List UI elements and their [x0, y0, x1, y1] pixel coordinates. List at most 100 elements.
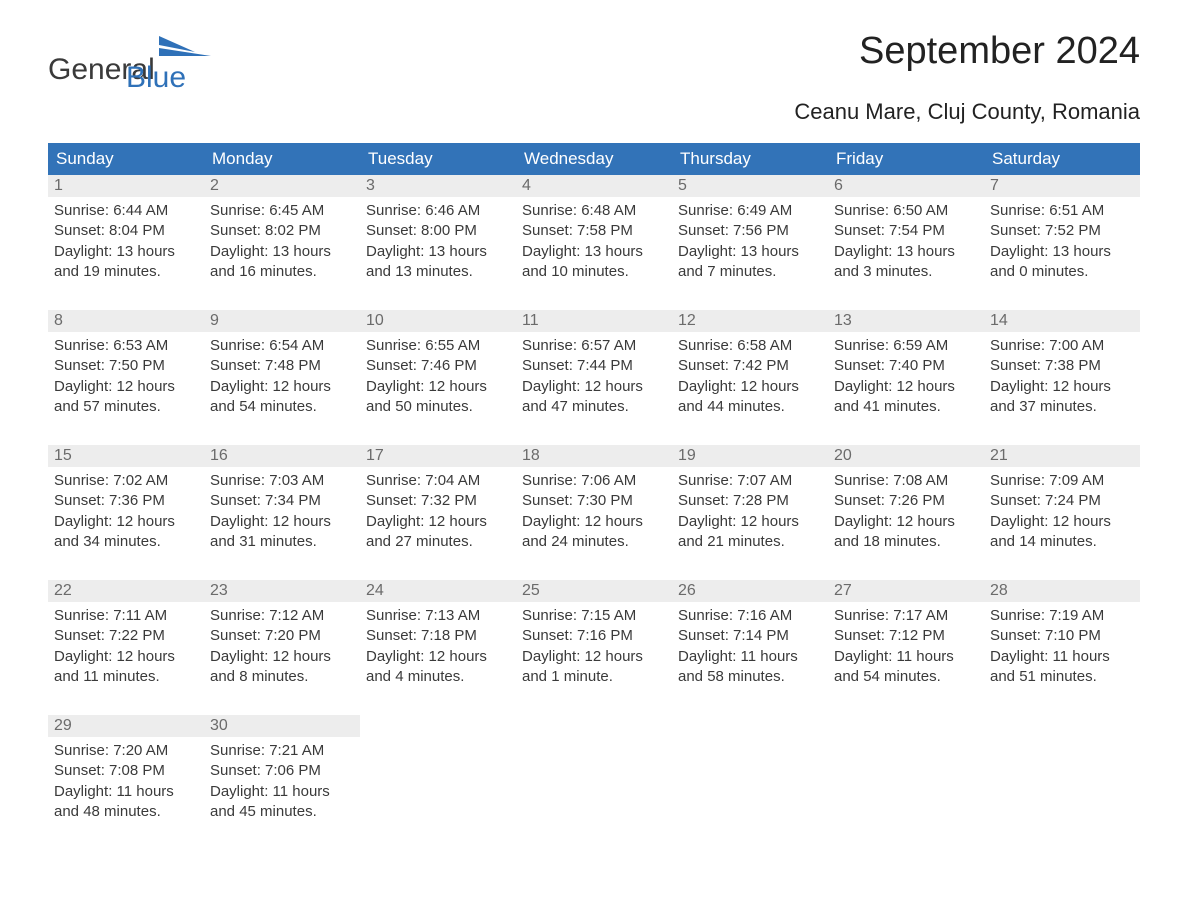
calendar-day-cell: 17Sunrise: 7:04 AMSunset: 7:32 PMDayligh… — [360, 445, 516, 574]
day-detail-line: Sunrise: 7:09 AM — [990, 471, 1134, 491]
day-detail-line: Daylight: 13 hours — [210, 242, 354, 262]
day-detail-line: Sunset: 7:58 PM — [522, 221, 666, 241]
calendar-day-cell: 26Sunrise: 7:16 AMSunset: 7:14 PMDayligh… — [672, 580, 828, 709]
day-details: Sunrise: 7:19 AMSunset: 7:10 PMDaylight:… — [984, 602, 1140, 709]
day-details: Sunrise: 7:07 AMSunset: 7:28 PMDaylight:… — [672, 467, 828, 574]
day-detail-line: Sunset: 7:40 PM — [834, 356, 978, 376]
day-detail-line: Sunrise: 6:57 AM — [522, 336, 666, 356]
day-number: 16 — [204, 445, 360, 467]
day-detail-line: Sunrise: 6:58 AM — [678, 336, 822, 356]
day-detail-line: Daylight: 12 hours — [678, 377, 822, 397]
day-detail-line: and 16 minutes. — [210, 262, 354, 282]
weekday-header: Thursday — [672, 143, 828, 175]
day-detail-line: and 18 minutes. — [834, 532, 978, 552]
day-number: 11 — [516, 310, 672, 332]
day-details: Sunrise: 7:15 AMSunset: 7:16 PMDaylight:… — [516, 602, 672, 709]
day-detail-line: and 13 minutes. — [366, 262, 510, 282]
day-detail-line: Sunset: 8:04 PM — [54, 221, 198, 241]
calendar-day-cell: 9Sunrise: 6:54 AMSunset: 7:48 PMDaylight… — [204, 310, 360, 439]
calendar-day-cell: 24Sunrise: 7:13 AMSunset: 7:18 PMDayligh… — [360, 580, 516, 709]
day-details: Sunrise: 6:44 AMSunset: 8:04 PMDaylight:… — [48, 197, 204, 304]
calendar-day-cell: 21Sunrise: 7:09 AMSunset: 7:24 PMDayligh… — [984, 445, 1140, 574]
day-details: Sunrise: 7:06 AMSunset: 7:30 PMDaylight:… — [516, 467, 672, 574]
day-details: Sunrise: 7:16 AMSunset: 7:14 PMDaylight:… — [672, 602, 828, 709]
logo-word2: Blue — [126, 61, 186, 94]
day-details: Sunrise: 6:58 AMSunset: 7:42 PMDaylight:… — [672, 332, 828, 439]
calendar-day-cell: 3Sunrise: 6:46 AMSunset: 8:00 PMDaylight… — [360, 175, 516, 304]
day-detail-line: and 57 minutes. — [54, 397, 198, 417]
day-details: Sunrise: 7:09 AMSunset: 7:24 PMDaylight:… — [984, 467, 1140, 574]
day-detail-line: Sunset: 7:26 PM — [834, 491, 978, 511]
day-detail-line: and 45 minutes. — [210, 802, 354, 822]
day-details: Sunrise: 6:59 AMSunset: 7:40 PMDaylight:… — [828, 332, 984, 439]
day-detail-line: Sunrise: 6:51 AM — [990, 201, 1134, 221]
day-number: 23 — [204, 580, 360, 602]
calendar-day-cell: 2Sunrise: 6:45 AMSunset: 8:02 PMDaylight… — [204, 175, 360, 304]
day-detail-line: Daylight: 13 hours — [54, 242, 198, 262]
day-detail-line: Sunset: 7:54 PM — [834, 221, 978, 241]
day-detail-line: Daylight: 12 hours — [990, 377, 1134, 397]
day-number: 27 — [828, 580, 984, 602]
day-number: 29 — [48, 715, 204, 737]
day-detail-line: and 0 minutes. — [990, 262, 1134, 282]
day-number: 7 — [984, 175, 1140, 197]
day-detail-line: Daylight: 12 hours — [522, 512, 666, 532]
day-detail-line: Sunrise: 7:06 AM — [522, 471, 666, 491]
day-details: Sunrise: 7:13 AMSunset: 7:18 PMDaylight:… — [360, 602, 516, 709]
day-details: Sunrise: 6:57 AMSunset: 7:44 PMDaylight:… — [516, 332, 672, 439]
day-details: Sunrise: 7:00 AMSunset: 7:38 PMDaylight:… — [984, 332, 1140, 439]
day-number: 6 — [828, 175, 984, 197]
day-number: 14 — [984, 310, 1140, 332]
calendar-day-cell — [360, 715, 516, 844]
day-number: 28 — [984, 580, 1140, 602]
weekday-header: Monday — [204, 143, 360, 175]
day-number: 4 — [516, 175, 672, 197]
day-detail-line: Sunrise: 7:02 AM — [54, 471, 198, 491]
day-number: 22 — [48, 580, 204, 602]
day-detail-line: Sunrise: 6:59 AM — [834, 336, 978, 356]
day-detail-line: Sunset: 7:22 PM — [54, 626, 198, 646]
day-detail-line: Sunrise: 7:19 AM — [990, 606, 1134, 626]
day-detail-line: Sunset: 7:56 PM — [678, 221, 822, 241]
calendar-day-cell: 14Sunrise: 7:00 AMSunset: 7:38 PMDayligh… — [984, 310, 1140, 439]
day-number: 15 — [48, 445, 204, 467]
day-detail-line: Daylight: 12 hours — [210, 512, 354, 532]
calendar-day-cell: 1Sunrise: 6:44 AMSunset: 8:04 PMDaylight… — [48, 175, 204, 304]
day-detail-line: Daylight: 13 hours — [678, 242, 822, 262]
day-detail-line: Sunset: 7:48 PM — [210, 356, 354, 376]
day-detail-line: and 48 minutes. — [54, 802, 198, 822]
day-details: Sunrise: 7:17 AMSunset: 7:12 PMDaylight:… — [828, 602, 984, 709]
day-detail-line: Sunset: 7:16 PM — [522, 626, 666, 646]
day-number: 25 — [516, 580, 672, 602]
day-detail-line: Daylight: 13 hours — [522, 242, 666, 262]
day-detail-line: and 54 minutes. — [834, 667, 978, 687]
calendar-day-cell: 10Sunrise: 6:55 AMSunset: 7:46 PMDayligh… — [360, 310, 516, 439]
day-detail-line: Sunset: 7:30 PM — [522, 491, 666, 511]
day-detail-line: and 41 minutes. — [834, 397, 978, 417]
day-detail-line: and 4 minutes. — [366, 667, 510, 687]
day-detail-line: Daylight: 11 hours — [678, 647, 822, 667]
day-detail-line: Daylight: 12 hours — [522, 647, 666, 667]
day-detail-line: Sunrise: 6:49 AM — [678, 201, 822, 221]
calendar-day-cell: 22Sunrise: 7:11 AMSunset: 7:22 PMDayligh… — [48, 580, 204, 709]
calendar-week-row: 15Sunrise: 7:02 AMSunset: 7:36 PMDayligh… — [48, 445, 1140, 574]
calendar-day-cell: 20Sunrise: 7:08 AMSunset: 7:26 PMDayligh… — [828, 445, 984, 574]
day-detail-line: Daylight: 12 hours — [54, 377, 198, 397]
day-detail-line: Sunset: 7:42 PM — [678, 356, 822, 376]
day-detail-line: and 19 minutes. — [54, 262, 198, 282]
day-detail-line: Daylight: 11 hours — [834, 647, 978, 667]
day-number: 19 — [672, 445, 828, 467]
day-detail-line: Sunset: 7:18 PM — [366, 626, 510, 646]
day-details: Sunrise: 7:04 AMSunset: 7:32 PMDaylight:… — [360, 467, 516, 574]
day-detail-line: Sunrise: 7:13 AM — [366, 606, 510, 626]
calendar-day-cell: 15Sunrise: 7:02 AMSunset: 7:36 PMDayligh… — [48, 445, 204, 574]
day-detail-line: and 58 minutes. — [678, 667, 822, 687]
calendar-day-cell: 28Sunrise: 7:19 AMSunset: 7:10 PMDayligh… — [984, 580, 1140, 709]
day-detail-line: Sunset: 7:06 PM — [210, 761, 354, 781]
calendar-day-cell: 23Sunrise: 7:12 AMSunset: 7:20 PMDayligh… — [204, 580, 360, 709]
day-number: 10 — [360, 310, 516, 332]
day-detail-line: Daylight: 12 hours — [54, 512, 198, 532]
weekday-header: Sunday — [48, 143, 204, 175]
weekday-header: Tuesday — [360, 143, 516, 175]
day-detail-line: and 3 minutes. — [834, 262, 978, 282]
